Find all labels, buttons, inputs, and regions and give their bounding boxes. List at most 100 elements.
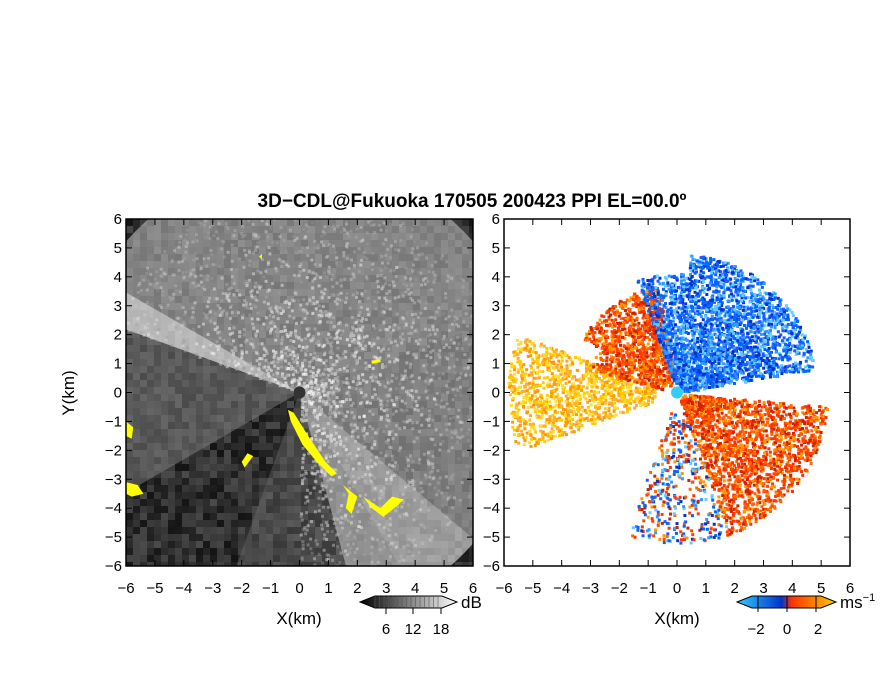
noise-cell	[336, 562, 343, 566]
echo-speckle	[249, 342, 253, 346]
echo-speckle	[454, 323, 458, 327]
echo-speckle	[307, 417, 311, 421]
echo-speckle	[357, 374, 361, 378]
echo-speckle	[466, 439, 470, 443]
noise-cell	[315, 464, 322, 471]
echo-speckle	[423, 368, 427, 372]
echo-speckle	[262, 347, 266, 351]
echo-speckle	[483, 389, 486, 392]
echo-speckle	[379, 253, 383, 257]
echo-speckle	[263, 365, 267, 369]
noise-cell	[126, 506, 133, 513]
noise-cell	[266, 541, 273, 548]
echo-speckle	[322, 427, 326, 431]
echo-speckle	[331, 478, 335, 482]
noise-cell	[336, 555, 343, 562]
echo-speckle	[318, 263, 322, 267]
echo-speckle	[413, 406, 417, 410]
echo-speckle	[269, 226, 273, 230]
echo-speckle	[217, 330, 221, 334]
echo-speckle	[327, 242, 331, 246]
echo-speckle	[382, 320, 386, 324]
echo-speckle	[278, 384, 282, 388]
echo-speckle	[404, 337, 408, 341]
echo-speckle	[404, 323, 408, 327]
echo-speckle	[451, 430, 455, 434]
echo-speckle	[267, 374, 271, 378]
noise-cell	[259, 415, 266, 422]
noise-cell	[224, 520, 231, 527]
noise-cell	[231, 513, 238, 520]
echo-speckle	[274, 266, 278, 270]
echo-speckle	[312, 356, 316, 360]
echo-speckle	[364, 493, 368, 497]
echo-speckle	[359, 263, 363, 267]
echo-speckle	[318, 393, 322, 397]
noise-cell	[196, 499, 203, 506]
echo-speckle	[333, 337, 337, 341]
echo-speckle	[323, 414, 327, 418]
echo-speckle	[379, 268, 383, 272]
echo-speckle	[349, 529, 353, 533]
echo-speckle	[311, 279, 315, 283]
echo-speckle	[475, 466, 478, 469]
echo-speckle	[389, 446, 393, 450]
echo-speckle	[313, 351, 317, 355]
echo-speckle	[345, 391, 349, 395]
echo-speckle	[242, 328, 246, 332]
echo-speckle	[284, 381, 288, 385]
noise-cell	[140, 485, 147, 492]
noise-cell	[266, 499, 273, 506]
echo-speckle	[401, 294, 405, 298]
noise-cell	[259, 548, 266, 555]
echo-speckle	[195, 342, 199, 346]
echo-speckle	[410, 373, 414, 377]
echo-speckle	[314, 437, 318, 441]
echo-speckle	[235, 289, 239, 293]
echo-speckle	[389, 244, 393, 248]
echo-speckle	[446, 385, 450, 389]
noise-cell	[147, 548, 154, 555]
echo-speckle	[302, 268, 306, 272]
echo-speckle	[389, 555, 393, 559]
echo-speckle	[333, 454, 337, 458]
noise-cell	[203, 499, 210, 506]
noise-cell	[280, 548, 287, 555]
echo-speckle	[421, 279, 425, 283]
echo-speckle	[349, 278, 353, 282]
echo-speckle	[301, 479, 305, 483]
echo-speckle	[304, 470, 308, 474]
echo-speckle	[442, 345, 446, 349]
noise-cell	[273, 534, 280, 541]
echo-speckle	[323, 474, 327, 478]
echo-speckle	[280, 311, 284, 315]
echo-speckle	[360, 258, 364, 262]
echo-speckle	[271, 378, 275, 382]
echo-speckle	[272, 322, 276, 326]
echo-speckle	[409, 296, 413, 300]
echo-speckle	[340, 526, 344, 530]
echo-speckle	[431, 462, 435, 466]
echo-speckle	[364, 318, 368, 322]
echo-speckle	[370, 481, 374, 485]
noise-cell	[301, 527, 308, 534]
noise-cell	[140, 562, 147, 566]
echo-speckle	[339, 404, 343, 408]
echo-speckle	[252, 326, 256, 330]
echo-speckle	[331, 392, 335, 396]
echo-speckle	[408, 366, 412, 370]
echo-speckle	[447, 422, 451, 426]
echo-speckle	[337, 387, 341, 391]
echo-speckle	[413, 487, 417, 491]
echo-speckle	[384, 329, 388, 333]
echo-speckle	[204, 219, 208, 223]
echo-speckle	[313, 464, 317, 468]
echo-speckle	[353, 333, 357, 337]
echo-speckle	[386, 328, 390, 332]
echo-speckle	[401, 501, 405, 505]
echo-speckle	[428, 409, 432, 413]
echo-speckle	[315, 358, 319, 362]
echo-speckle	[385, 403, 389, 407]
noise-cell	[273, 415, 280, 422]
noise-cell	[238, 464, 245, 471]
